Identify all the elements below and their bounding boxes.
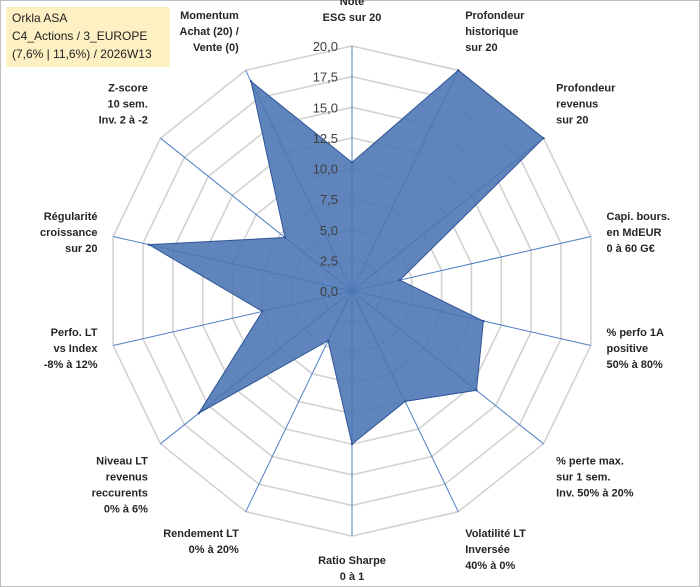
data-point bbox=[350, 161, 354, 164]
category-label: Profondeur historique sur 20 bbox=[465, 10, 525, 54]
tick-label: 20,0 bbox=[313, 39, 338, 54]
category-label: Volatilité LT Inversée 40% à 0% bbox=[465, 528, 526, 572]
data-point bbox=[326, 339, 330, 342]
data-point bbox=[283, 236, 287, 239]
category-label: % perfo 1A positive 50% à 80% bbox=[607, 327, 665, 371]
category-label: Rendement LT 0% à 20% bbox=[163, 528, 239, 556]
category-labels: Note ESG sur 20 Profondeur historique sur 20… bbox=[40, 0, 670, 583]
data-point bbox=[249, 80, 253, 83]
category-label: Note ESG sur 20 bbox=[323, 0, 382, 24]
category-label: Capi. bours. en MdEUR 0 à 60 G€ bbox=[607, 211, 671, 255]
tick-label: 0,0 bbox=[320, 284, 338, 299]
data-point bbox=[197, 412, 200, 415]
tick-label: 15,0 bbox=[313, 100, 338, 115]
data-point bbox=[482, 319, 485, 323]
company-name: Orkla ASA bbox=[12, 11, 68, 25]
category-label: Perfo. LT vs Index -8% à 12% bbox=[44, 327, 99, 371]
tick-label: 12,5 bbox=[313, 131, 338, 146]
tick-label: 7,5 bbox=[320, 192, 338, 207]
category-label: Z-score 10 sem. Inv. 2 à -2 bbox=[99, 82, 148, 126]
series-area bbox=[147, 69, 545, 445]
data-point bbox=[457, 69, 460, 72]
data-point bbox=[350, 442, 354, 446]
category-label: Ratio Sharpe 0 à 1 bbox=[318, 555, 386, 583]
tick-label: 10,0 bbox=[313, 162, 338, 177]
category-label: Momentum Achat (20) / Vente (0) bbox=[180, 10, 240, 54]
data-point bbox=[261, 310, 264, 313]
data-point bbox=[404, 400, 407, 403]
period-info: (7,6% | 11,6%) / 2026W13 bbox=[12, 47, 152, 61]
tick-label: 5,0 bbox=[320, 223, 338, 238]
info-box: Orkla ASA C4_Actions / 3_EUROPE (7,6% | … bbox=[6, 7, 170, 67]
tick-label: 2,5 bbox=[320, 253, 338, 268]
series-layer bbox=[147, 69, 545, 446]
data-point bbox=[542, 137, 545, 140]
tick-label: 17,5 bbox=[313, 70, 338, 85]
data-point bbox=[398, 278, 401, 282]
data-point bbox=[475, 389, 478, 392]
category-label: Niveau LT revenus reccurents 0% à 6% bbox=[92, 456, 149, 516]
tick-labels: 0,0 2,5 5,0 7,5 10,0 12,5 15,0 17,5 20,0 bbox=[313, 39, 338, 299]
data-point bbox=[147, 243, 151, 246]
portfolio-name: C4_Actions / 3_EUROPE bbox=[12, 29, 148, 43]
category-label: % perte max. sur 1 sem. Inv. 50% à 20% bbox=[556, 456, 634, 500]
category-label: Régularité croissance sur 20 bbox=[40, 211, 97, 255]
category-label: Profondeur revenus sur 20 bbox=[556, 82, 616, 126]
